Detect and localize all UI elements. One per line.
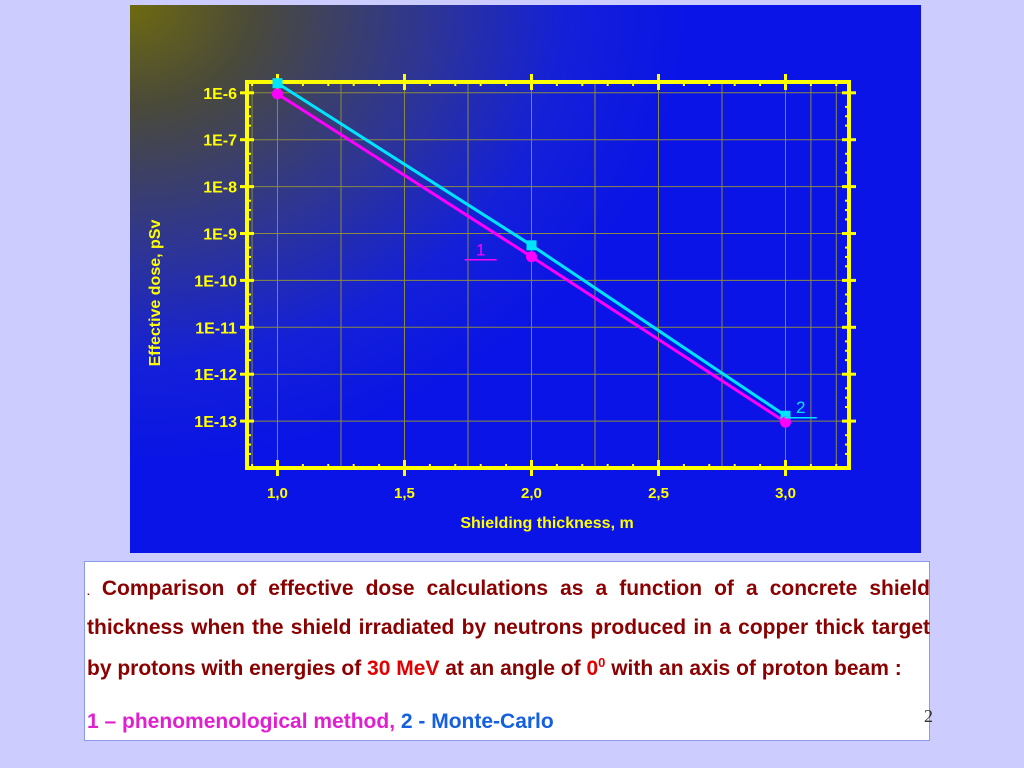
y-tick-label: 1E-6: [203, 86, 237, 103]
data-point-series-2: [526, 240, 537, 251]
series: 12: [271, 78, 817, 428]
data-point-series-1: [271, 88, 283, 100]
caption-box: . Comparison of effective dose calculati…: [84, 561, 930, 741]
caption-text: . Comparison of effective dose calculati…: [87, 571, 930, 686]
data-point-series-1: [779, 416, 791, 428]
page-number: 2: [924, 706, 933, 726]
y-tick-label: 1E-12: [194, 367, 237, 384]
y-tick-label: 1E-10: [194, 273, 237, 290]
caption-angle-sup: 0: [598, 655, 606, 670]
y-tick-label: 1E-13: [194, 414, 237, 431]
y-tick-label: 1E-11: [195, 320, 237, 337]
x-tick-label: 3,0: [775, 485, 796, 502]
caption-lead-dot: .: [87, 587, 90, 598]
y-tick-label: 1E-9: [203, 227, 237, 244]
data-point-series-2: [780, 410, 791, 421]
axis-ticks: [240, 74, 856, 476]
x-tick-label: 1,0: [267, 485, 288, 502]
x-tick-label: 2,5: [648, 485, 669, 502]
series-label-2: 2: [796, 398, 805, 417]
caption-angle-value: 0: [586, 657, 599, 680]
dose-chart: 12 1E-61E-71E-81E-91E-101E-111E-121E-131…: [147, 74, 856, 532]
series-label-1: 1: [476, 241, 485, 260]
caption-angle: 00: [586, 655, 606, 680]
caption-main-text: Comparison of effective dose calculation…: [87, 577, 930, 680]
y-tick-label: 1E-7: [203, 133, 237, 150]
plot-frame: [245, 80, 851, 470]
caption-end-text: with an axis of proton beam :: [605, 657, 902, 680]
x-axis-label: Shielding thickness, m: [460, 515, 633, 532]
y-tick-label: 1E-8: [203, 180, 237, 197]
grid: [247, 82, 849, 468]
caption-legend: 1 – phenomenological method, 2 - Monte-C…: [87, 706, 554, 738]
legend-entry-2: 2 - Monte-Carlo: [395, 710, 554, 733]
x-tick-label: 1,5: [394, 485, 415, 502]
caption-mid-text: at an angle of: [439, 657, 587, 680]
tick-labels: 1E-6 1E-7 1E-8 1E-9 1E-10 1E-11 1E-12 1E-13 1,0 1…: [194, 86, 796, 502]
legend-entry-1: 1 – phenomenological method,: [87, 710, 396, 733]
data-point-series-1: [525, 251, 537, 263]
x-tick-label: 2,0: [521, 485, 542, 502]
caption-energy: 30 MeV: [367, 657, 440, 680]
data-point-series-2: [272, 78, 283, 89]
y-axis-label: Effective dose, pSv: [147, 220, 164, 367]
